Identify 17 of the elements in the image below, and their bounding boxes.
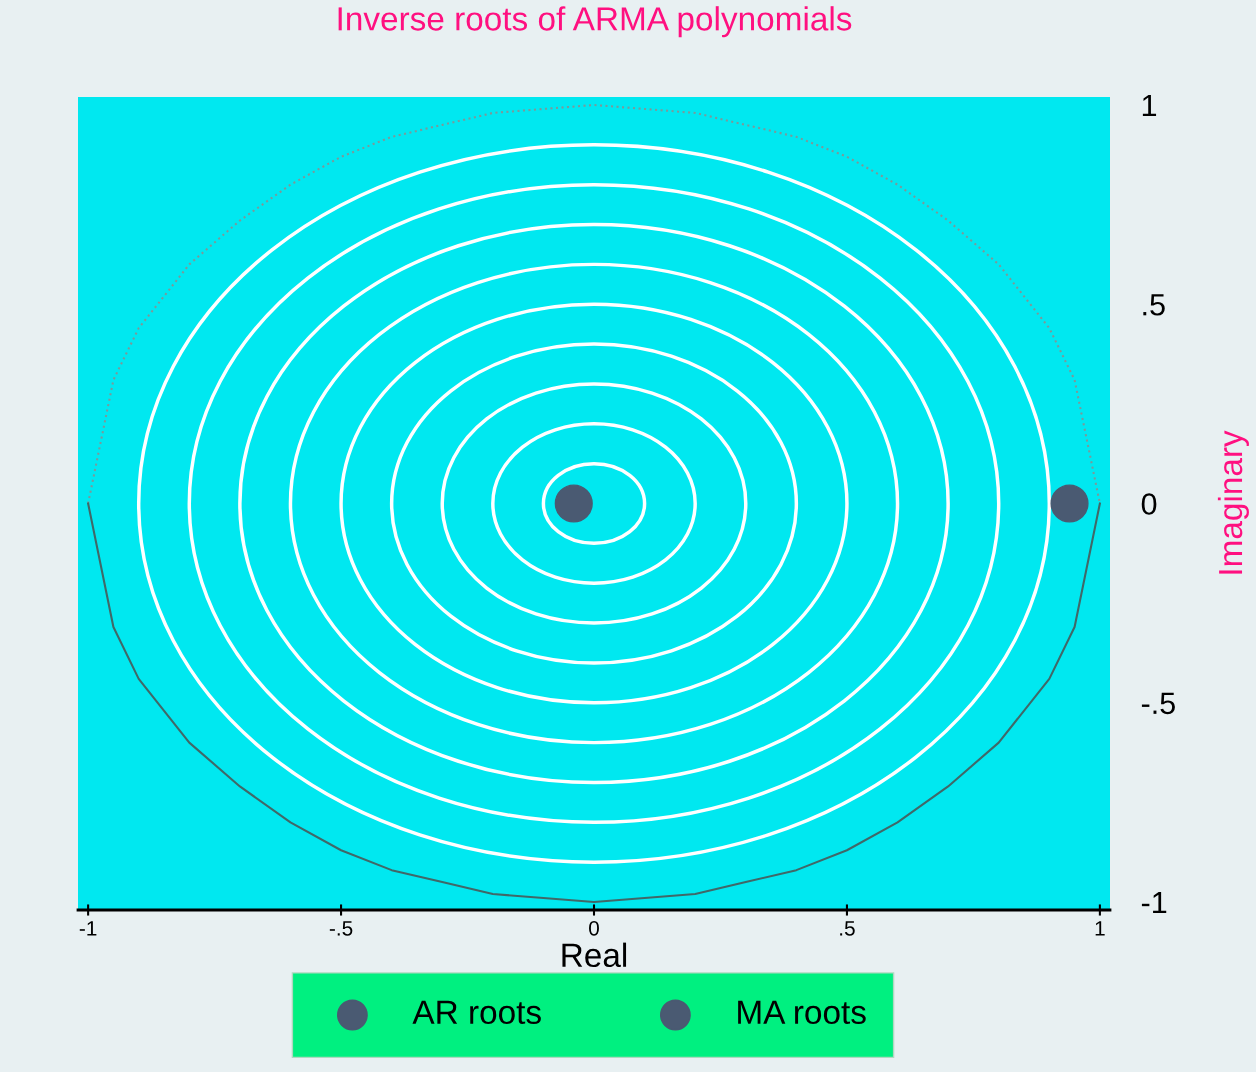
y-tick-label: 1 bbox=[1142, 95, 1157, 117]
line-series bbox=[87, 502, 1101, 904]
y-tick-label: -1 bbox=[1141, 892, 1167, 914]
y-tick-label: .5 bbox=[1143, 294, 1165, 316]
y-tick-label: 0 bbox=[1141, 493, 1157, 515]
x-tick-label: .5 bbox=[840, 921, 855, 936]
y-axis-title: Imaginary bbox=[1217, 430, 1249, 574]
legend-label: AR roots bbox=[412, 1000, 541, 1025]
y-tick-label: -.5 bbox=[1141, 692, 1175, 715]
x-axis-title: Real bbox=[562, 942, 627, 968]
x-tick-label: 1 bbox=[1095, 921, 1105, 936]
chart-title: Inverse roots of ARMA polynomials bbox=[338, 6, 852, 38]
x-tick-label: 0 bbox=[589, 920, 599, 936]
x-tick-label: -1 bbox=[79, 921, 97, 936]
x-tick-label: -.5 bbox=[329, 921, 353, 936]
legend-label: MA roots bbox=[738, 1000, 866, 1025]
line-series bbox=[87, 103, 1101, 505]
